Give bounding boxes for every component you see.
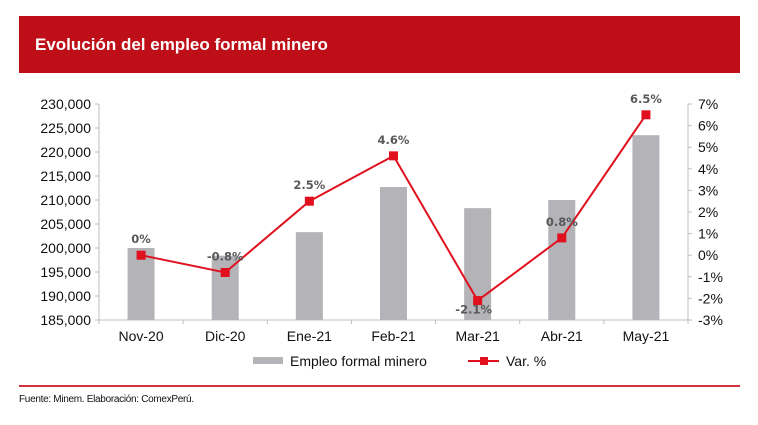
legend-swatch-bar [253, 357, 283, 364]
x-axis-tick-label: Dic-20 [205, 328, 246, 344]
data-label: 0.8% [546, 215, 578, 229]
left-axis-tick-label: 200,000 [40, 240, 91, 256]
marker-dic-20 [220, 267, 230, 277]
data-label: -0.8% [207, 249, 244, 263]
legend-label-line: Var. % [506, 353, 546, 369]
x-axis-tick-label: Mar-21 [455, 328, 500, 344]
left-axis-tick-label: 225,000 [40, 120, 91, 136]
bar-ene-21 [295, 232, 323, 320]
bar-dic-20 [211, 255, 239, 320]
legend: Empleo formal minero Var. % [253, 353, 546, 369]
right-axis-tick-label: 3% [698, 182, 718, 198]
left-axis-tick-label: 205,000 [40, 216, 91, 232]
left-axis-tick-label: 215,000 [40, 168, 91, 184]
x-axis-tick-label: Abr-21 [541, 328, 583, 344]
left-axis-tick-label: 195,000 [40, 264, 91, 280]
data-labels: 0% -0.8% 2.5% 4.6% -2.1% 0.8% 6.5% [131, 92, 662, 317]
data-label: 0% [131, 232, 151, 246]
left-axis-tick-label: 230,000 [40, 96, 91, 112]
left-axis-tick-label: 210,000 [40, 192, 91, 208]
right-axis-tick-label: 6% [698, 118, 718, 134]
x-axis-tick-label: May-21 [623, 328, 670, 344]
chart-title: Evolución del empleo formal minero [35, 35, 328, 54]
data-label: 6.5% [630, 92, 662, 106]
bars [127, 135, 660, 320]
data-label: 2.5% [293, 178, 325, 192]
right-axis-tick-label: 2% [698, 204, 718, 220]
right-axis-tick-label: 1% [698, 226, 718, 242]
bar-feb-21 [380, 187, 407, 320]
bar-nov-20 [127, 248, 155, 320]
bar-abr-21 [548, 200, 576, 320]
variation-line [136, 110, 651, 306]
right-axis-tick-label: -2% [698, 290, 723, 306]
data-label: 4.6% [378, 133, 410, 147]
data-label: -2.1% [455, 303, 492, 317]
chart-header: Evolución del empleo formal minero [19, 16, 740, 73]
marker-mar-21 [473, 296, 483, 306]
left-axis-tick-label: 185,000 [40, 312, 91, 328]
marker-nov-20 [136, 250, 146, 260]
right-axis-tick-label: 4% [698, 161, 718, 177]
footer-rule [19, 385, 740, 387]
right-axis-tick-label: 0% [698, 247, 718, 263]
legend-swatch-marker [480, 357, 488, 365]
x-axis-tick-label: Feb-21 [371, 328, 416, 344]
right-axis-tick-label: 7% [698, 96, 718, 112]
left-axis-tick-label: 220,000 [40, 144, 91, 160]
marker-abr-21 [557, 233, 567, 243]
x-axis-tick-label: Nov-20 [119, 328, 164, 344]
x-axis-tick-label: Ene-21 [287, 328, 332, 344]
legend-label-bar: Empleo formal minero [290, 353, 427, 369]
right-axis-tick-label: -3% [698, 312, 723, 328]
marker-feb-21 [389, 151, 398, 161]
right-axis-tick-label: -1% [698, 269, 723, 285]
source-note: Fuente: Minem. Elaboración: ComexPerú. [19, 394, 194, 405]
bar-may-21 [632, 135, 660, 320]
marker-ene-21 [304, 196, 314, 206]
marker-may-21 [641, 110, 651, 120]
right-axis-tick-label: 5% [698, 139, 718, 155]
left-axis-tick-label: 190,000 [40, 288, 91, 304]
axes: 185,000 190,000 195,000 200,000 205,000 210,0… [40, 96, 723, 344]
